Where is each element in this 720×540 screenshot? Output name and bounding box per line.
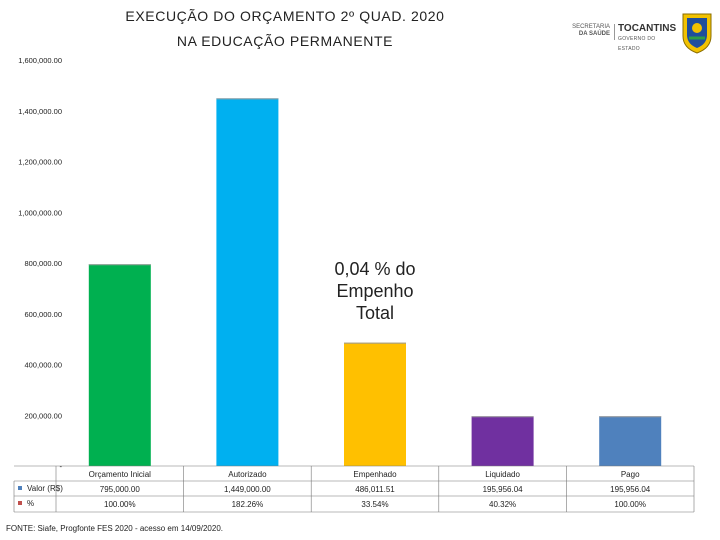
percent-cell: 100.00% [104, 500, 136, 509]
chart-title-line1: EXECUÇÃO DO ORÇAMENTO 2º QUAD. 2020 [125, 8, 445, 24]
x-category-label: Liquidado [485, 470, 520, 479]
percent-cell: 40.32% [489, 500, 516, 509]
legend-label: Valor (R$) [27, 484, 63, 493]
tocantins-logo: TOCANTINS GOVERNO DO ESTADO [618, 24, 678, 54]
bar [216, 98, 279, 466]
y-tick-label: 1,000,000.00 [18, 208, 62, 217]
percent-cell: 33.54% [361, 500, 388, 509]
bar [599, 416, 662, 466]
y-tick-label: 600,000.00 [24, 310, 62, 319]
annotation-line3: Total [355, 303, 395, 323]
legend-label: % [27, 499, 34, 508]
bar [344, 342, 406, 466]
tocantins-label: TOCANTINS [618, 23, 677, 34]
y-tick-label: 200,000.00 [24, 411, 62, 420]
governo-label: GOVERNO DO ESTADO [618, 36, 656, 52]
empenho-annotation: 0,04 % do Empenho Total [310, 258, 440, 324]
data-table: Orçamento Inicial 795,000.00 100.00% Autori… [13, 465, 695, 513]
secretaria-saude-logo: SECRETARIA DA SAÚDE [566, 24, 610, 38]
state-seal-icon [682, 13, 712, 54]
legend-swatch [18, 486, 22, 490]
x-category-label: Empenhado [353, 470, 397, 479]
annotation-line2: Empenho [336, 281, 414, 301]
y-tick-label: - [60, 462, 63, 471]
percent-cell: 100.00% [614, 500, 646, 509]
chart-title-line2: NA EDUCAÇÃO PERMANENTE [176, 33, 394, 49]
y-axis: - 200,000.00 400,000.00 600,000.00 800,000.0… [18, 56, 62, 471]
y-tick-label: 800,000.00 [24, 259, 62, 268]
legend-swatch [18, 501, 22, 505]
bars-group [88, 98, 662, 466]
annotation-line1: 0,04 % do [334, 259, 416, 279]
bar [88, 264, 151, 466]
source-footnote: FONTE: Siafe, Progfonte FES 2020 - acess… [6, 524, 224, 533]
secretaria-label: SECRETARIA [572, 24, 610, 30]
x-category-label: Autorizado [228, 470, 267, 479]
saude-label: DA SAÚDE [578, 31, 610, 37]
logo-divider [614, 24, 615, 40]
value-cell: 795,000.00 [100, 485, 141, 494]
value-cell: 195,956.04 [483, 485, 524, 494]
y-tick-label: 1,400,000.00 [18, 107, 62, 116]
y-tick-label: 400,000.00 [24, 361, 62, 370]
x-category-label: Orçamento Inicial [89, 470, 151, 479]
x-category-label: Pago [621, 470, 640, 479]
y-tick-label: 1,600,000.00 [18, 56, 62, 65]
y-tick-label: 1,200,000.00 [18, 158, 62, 167]
government-logos: SECRETARIA DA SAÚDE TOCANTINS GOVERNO DO… [566, 10, 716, 54]
value-cell: 195,956.04 [610, 485, 651, 494]
percent-cell: 182.26% [232, 500, 264, 509]
value-cell: 1,449,000.00 [224, 485, 271, 494]
value-cell: 486,011.51 [355, 485, 395, 494]
bar [471, 416, 534, 466]
